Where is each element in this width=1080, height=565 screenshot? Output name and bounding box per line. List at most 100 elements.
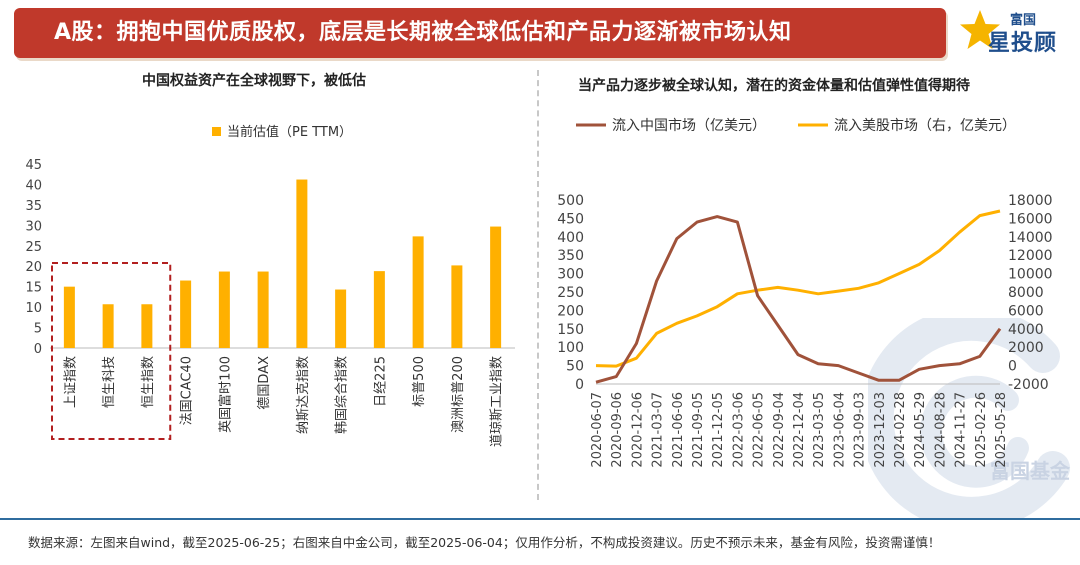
x-tick-label: 2020-09-06 [610,392,625,468]
y-tick-label: 10 [25,301,42,316]
y-left-tick-label: 200 [557,303,584,319]
y-left-tick-label: 250 [557,285,584,301]
y-tick-label: 20 [25,260,42,275]
y-tick-label: 25 [25,240,42,255]
y-right-tick-label: 16000 [1008,211,1053,227]
left-chart-title: 中国权益资产在全球视野下，被低估 [142,73,366,89]
legend-swatch [212,127,221,136]
y-left-tick-label: 0 [575,377,584,393]
y-right-tick-label: 10000 [1008,267,1053,283]
right-chart-title: 当产品力逐步被全球认知，潜在的资金体量和估值弹性值得期待 [578,78,970,94]
y-left-tick-label: 400 [557,230,584,246]
y-right-tick-label: 0 [1008,359,1017,375]
x-tick-label: 2024-11-27 [954,392,969,468]
y-tick-label: 15 [25,281,42,296]
x-tick-label: 韩国综合指数 [335,356,350,434]
left-bar-chart: 当前估值（PE TTM） 0 5 10 15 20 25 30 35 40 45 上证指数 恒生科技 恒生… [25,124,515,447]
bar [451,265,463,348]
x-tick-label: 恒生指数 [141,356,156,408]
x-tick-label: 2022-09-04 [772,392,787,468]
y-left-tick-label: 350 [557,248,584,264]
legend-china-label: 流入中国市场（亿美元） [612,117,766,134]
star-icon [960,10,1000,49]
y-tick-label: 5 [34,322,42,337]
x-tick-label: 道琼斯工业指数 [490,356,505,447]
y-tick-label: 30 [25,219,42,234]
y-right-tick-label: 2000 [1008,340,1044,356]
x-tick-label: 恒生科技 [102,356,117,408]
x-tick-label: 2025-05-28 [994,392,1009,468]
bar [102,304,114,348]
x-tick-label: 2021-12-05 [711,392,726,468]
y-tick-label: 35 [25,199,42,214]
x-tick-label: 2022-03-06 [731,392,746,468]
bar [63,286,75,348]
brand-logo: 富国 星投顾 [958,6,1073,58]
bar [218,271,230,348]
y-left-tick-label: 150 [557,322,584,338]
x-tick-label: 2023-06-04 [832,392,847,468]
x-tick-label: 2025-02-26 [974,392,989,468]
x-tick-label: 2023-03-05 [812,392,827,468]
highlight-box [51,262,172,440]
series-us-line [595,209,1001,368]
series-china-line [595,215,1002,384]
x-tick-label: 2024-05-29 [913,392,928,468]
y-left-tick-label: 300 [557,267,584,283]
x-tick-label: 2021-09-05 [691,392,706,468]
y-tick-label: 45 [25,158,42,173]
page-title: A股：拥抱中国优质股权，底层是长期被全球低估和产品力逐渐被市场认知 [54,20,792,45]
chart-legend: 当前估值（PE TTM） [212,124,352,140]
y-right-tick-label: 14000 [1008,230,1053,246]
bar [296,179,308,348]
x-tick-label: 法国CAC40 [180,356,195,425]
x-tick-label: 2024-02-28 [893,392,908,468]
x-tick-label: 纳斯达克指数 [296,356,311,434]
y-right-tick-label: -2000 [1008,377,1049,393]
y-right-tick-label: 12000 [1008,248,1053,264]
x-tick-label: 德国DAX [257,356,272,410]
bar [412,236,424,348]
x-tick-label: 2024-08-28 [933,392,948,468]
x-tick-label: 上证指数 [63,356,78,408]
footer-source: 数据来源：左图来自wind，截至2025-06-25；右图来自中金公司，截至20… [28,535,941,550]
legend-us-label: 流入美股市场（右，亿美元） [834,117,1016,134]
watermark: 富国基金 [990,459,1070,483]
x-tick-label: 2023-12-03 [873,392,888,468]
x-tick-label: 2023-09-03 [853,392,868,468]
bar [490,226,502,348]
y-right-tick-label: 8000 [1008,285,1044,301]
y-right-tick-label: 18000 [1008,193,1053,209]
y-left-tick-label: 100 [557,340,584,356]
bar [373,271,385,348]
y-left-tick-label: 450 [557,211,584,227]
right-line-chart: 流入中国市场（亿美元） 流入美股市场（右，亿美元） 0 50 100 150 200 250 3… [557,117,1053,468]
footer-rule [0,518,1080,520]
y-right-tick-label: 4000 [1008,322,1044,338]
x-tick-label: 2020-12-06 [630,392,645,468]
y-right-tick-label: 6000 [1008,303,1044,319]
x-tick-label: 2021-06-06 [671,392,686,468]
legend-label: 当前估值（PE TTM） [227,124,352,140]
bar [335,289,347,348]
bar [180,280,192,348]
bar [141,304,153,348]
bar [257,271,269,348]
brand-small: 富国 [1010,13,1037,28]
x-tick-label: 日经225 [373,356,388,407]
x-tick-label: 2021-03-07 [651,392,666,468]
y-tick-label: 40 [25,178,42,193]
x-tick-label: 英国富时100 [217,356,233,433]
x-tick-label: 标普500 [412,356,427,407]
panel-divider [537,70,539,500]
y-tick-label: 0 [34,342,42,357]
title-banner: A股：拥抱中国优质股权，底层是长期被全球低估和产品力逐渐被市场认知 [14,8,946,58]
x-tick-label: 澳洲标普200 [450,356,466,433]
background-logo-mark [868,318,1070,518]
y-left-tick-label: 500 [557,193,584,209]
x-tick-label: 2020-06-07 [590,392,605,468]
brand-main: 星投顾 [988,31,1058,56]
x-tick-label: 2022-12-04 [792,392,807,468]
x-tick-label: 2022-06-05 [752,392,767,468]
y-left-tick-label: 50 [566,359,584,375]
